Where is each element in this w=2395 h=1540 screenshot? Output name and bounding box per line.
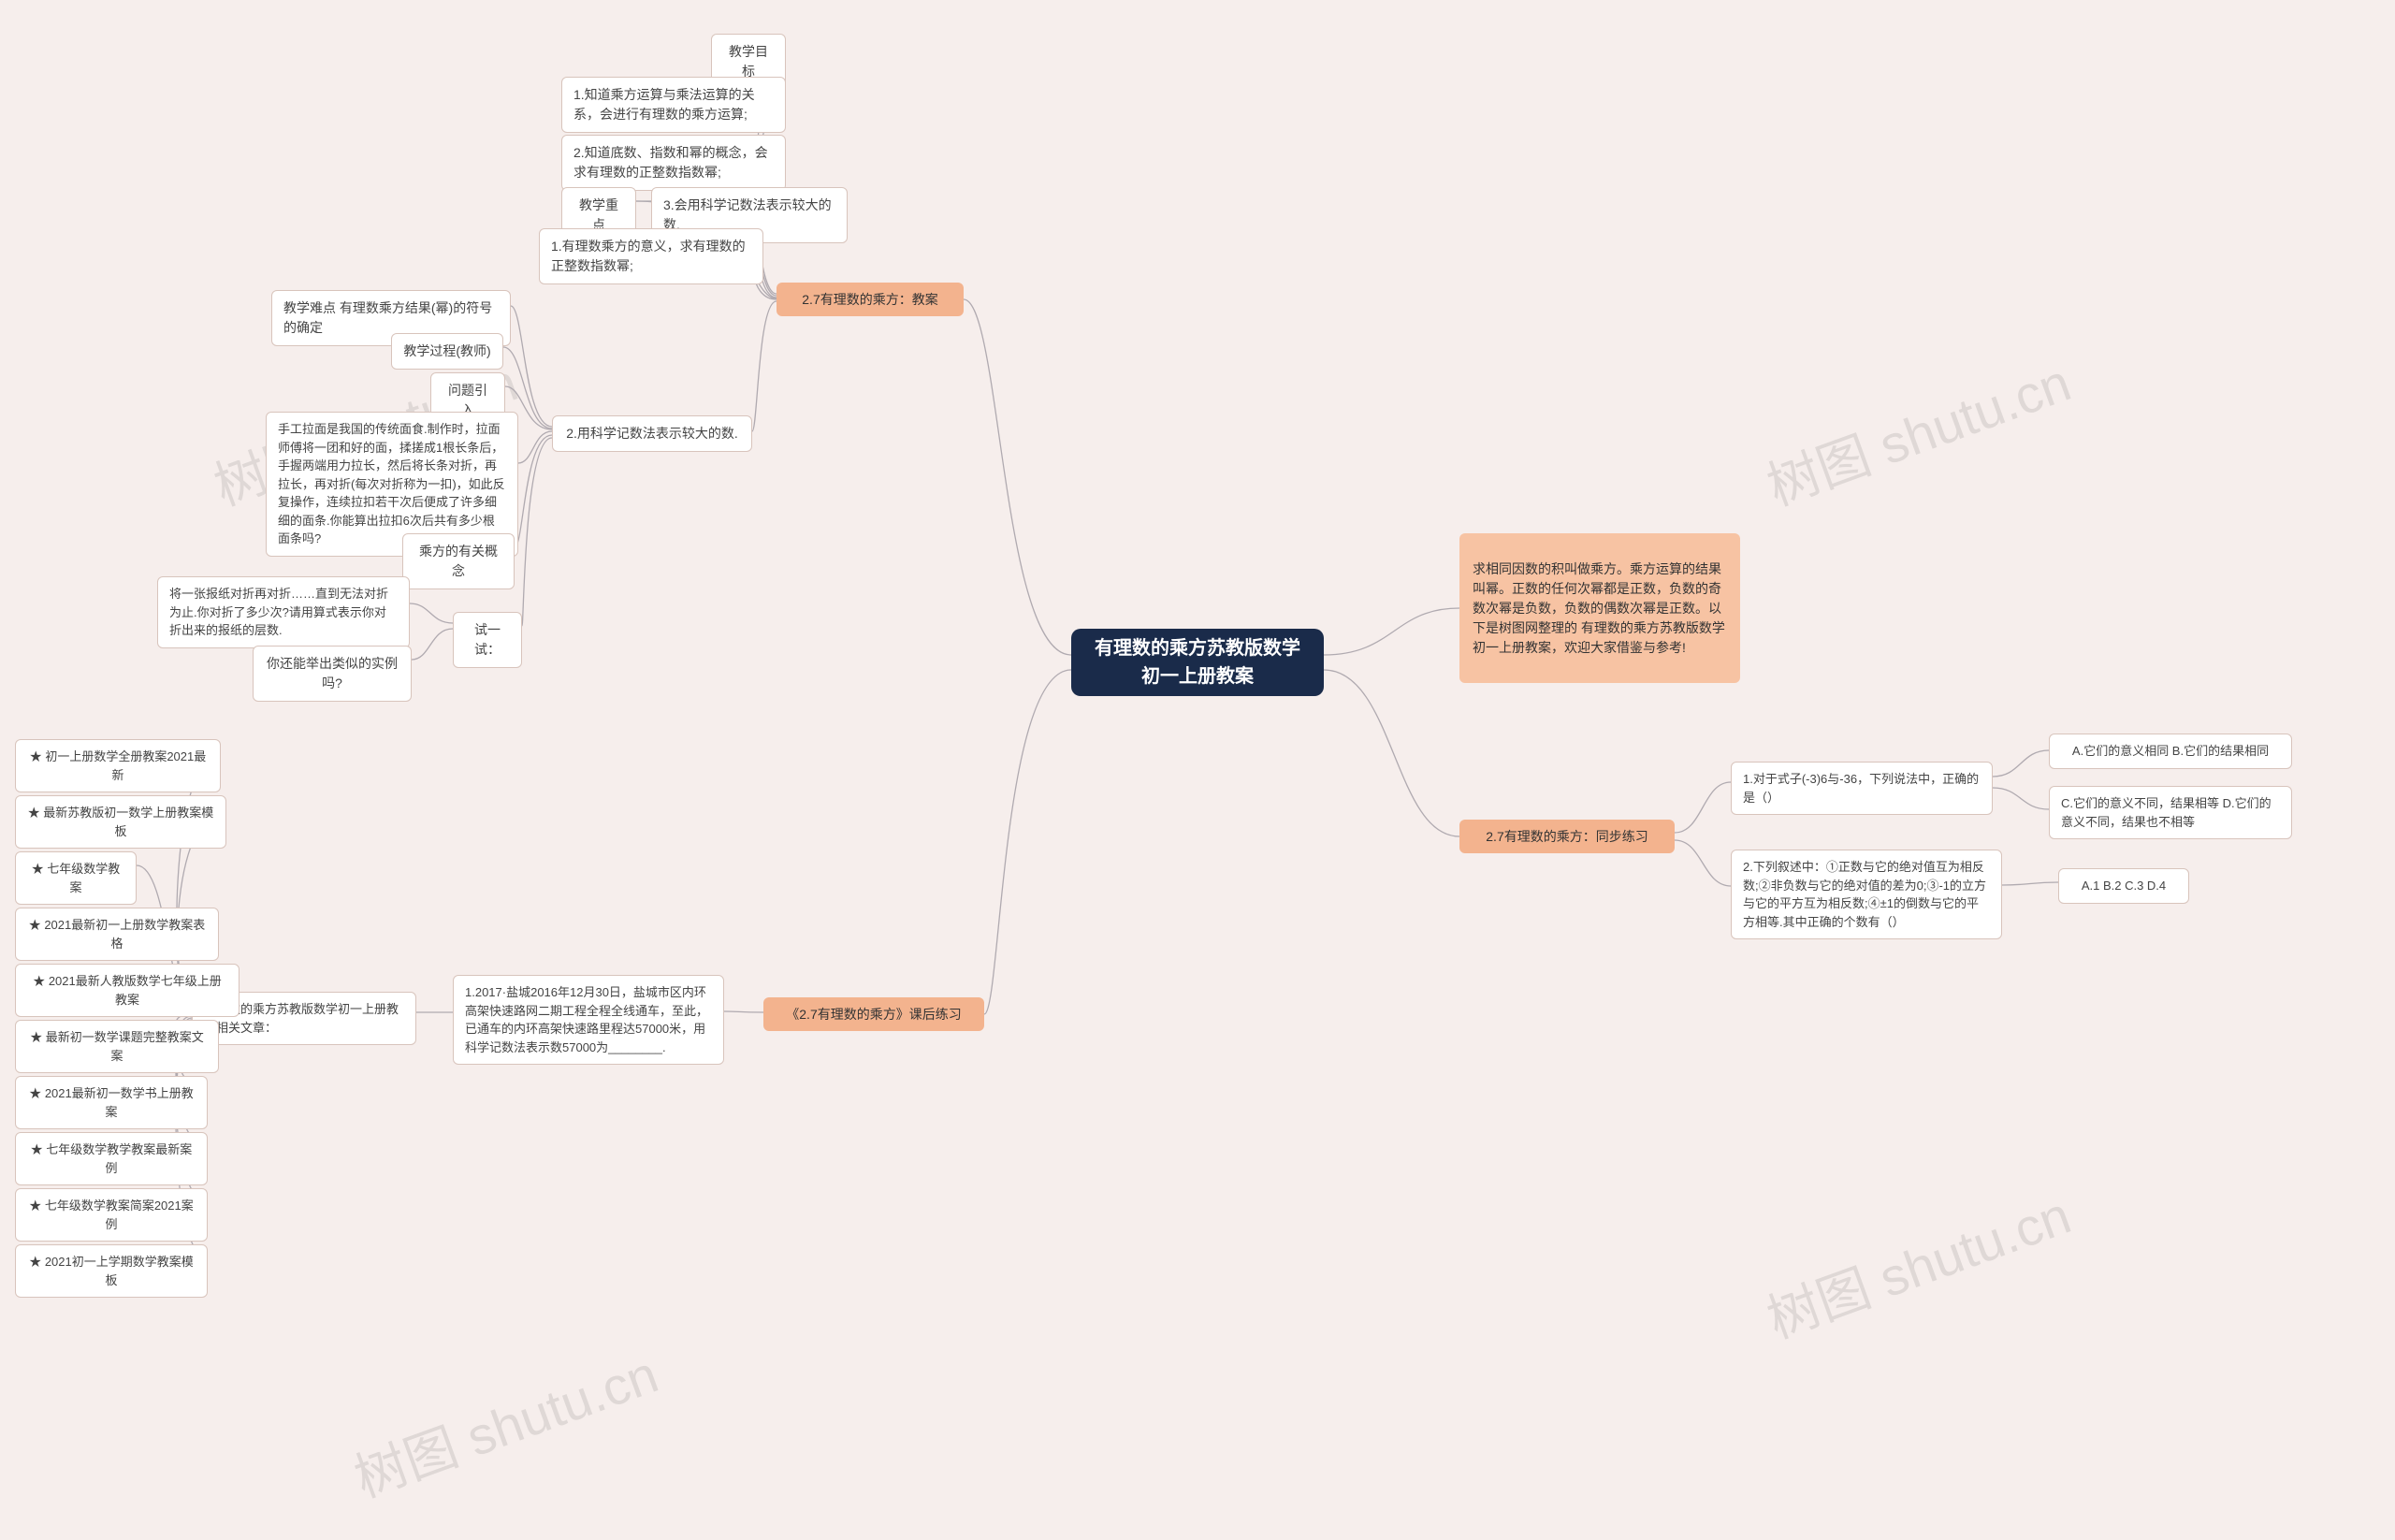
intro-note: 求相同因数的积叫做乘方。乘方运算的结果叫幂。正数的任何次幂都是正数，负数的奇数次… <box>1459 533 1740 683</box>
sa6: 2.用科学记数法表示较大的数. <box>552 415 752 452</box>
watermark: 树图 shutu.cn <box>342 1332 667 1512</box>
sa6f: 试一试： <box>453 612 522 668</box>
practice-q1-opt-b: C.它们的意义不同，结果相等 D.它们的意义不同，结果也不相等 <box>2049 786 2292 839</box>
lesson-plan-branch: 2.7有理数的乘方：教案 <box>777 283 964 316</box>
watermark: 树图 shutu.cn <box>1755 341 2080 520</box>
root-node: 有理数的乘方苏教版数学 初一上册教案 <box>1071 629 1324 696</box>
practice-q1: 1.对于式子(-3)6与-36，下列说法中，正确的是（） <box>1731 762 1993 815</box>
sa6e: 乘方的有关概念 <box>402 533 515 589</box>
sa2: 1.知道乘方运算与乘法运算的关系，会进行有理数的乘方运算; <box>561 77 786 133</box>
list-item: ★ 2021初一上学期数学教案模板 <box>15 1244 208 1298</box>
sb1: 1.2017·盐城2016年12月30日，盐城市区内环高架快速路网二期工程全程全… <box>453 975 724 1065</box>
homework-branch: 《2.7有理数的乘方》课后练习 <box>763 997 984 1031</box>
list-item: ★ 七年级数学教案简案2021案例 <box>15 1188 208 1242</box>
list-item: ★ 2021最新初一数学书上册教案 <box>15 1076 208 1129</box>
practice-q1-opt-a: A.它们的意义相同 B.它们的结果相同 <box>2049 734 2292 769</box>
practice-branch: 2.7有理数的乘方：同步练习 <box>1459 820 1675 853</box>
sa6fb: 你还能举出类似的实例吗? <box>253 646 412 702</box>
list-item: ★ 最新苏教版初一数学上册教案模板 <box>15 795 226 849</box>
list-item: ★ 最新初一数学课题完整教案文案 <box>15 1020 219 1073</box>
sa5: 1.有理数乘方的意义，求有理数的正整数指数幂; <box>539 228 763 284</box>
sa3: 2.知道底数、指数和幂的概念，会求有理数的正整数指数幂; <box>561 135 786 191</box>
watermark: 树图 shutu.cn <box>1755 1173 2080 1353</box>
sa6fa: 将一张报纸对折再对折……直到无法对折为止.你对折了多少次?请用算式表示你对折出来… <box>157 576 410 648</box>
practice-q2: 2.下列叙述中：①正数与它的绝对值互为相反数;②非负数与它的绝对值的差为0;③-… <box>1731 850 2002 939</box>
list-item: ★ 2021最新初一上册数学教案表格 <box>15 908 219 961</box>
list-item: ★ 2021最新人教版数学七年级上册教案 <box>15 964 240 1017</box>
list-item: ★ 七年级数学教学教案最新案例 <box>15 1132 208 1185</box>
list-item: ★ 初一上册数学全册教案2021最新 <box>15 739 221 792</box>
list-item: ★ 七年级数学教案 <box>15 851 137 905</box>
connector-layer <box>0 0 2395 1540</box>
sa6b: 教学过程(教师) <box>391 333 503 370</box>
practice-q2-opt: A.1 B.2 C.3 D.4 <box>2058 868 2189 904</box>
